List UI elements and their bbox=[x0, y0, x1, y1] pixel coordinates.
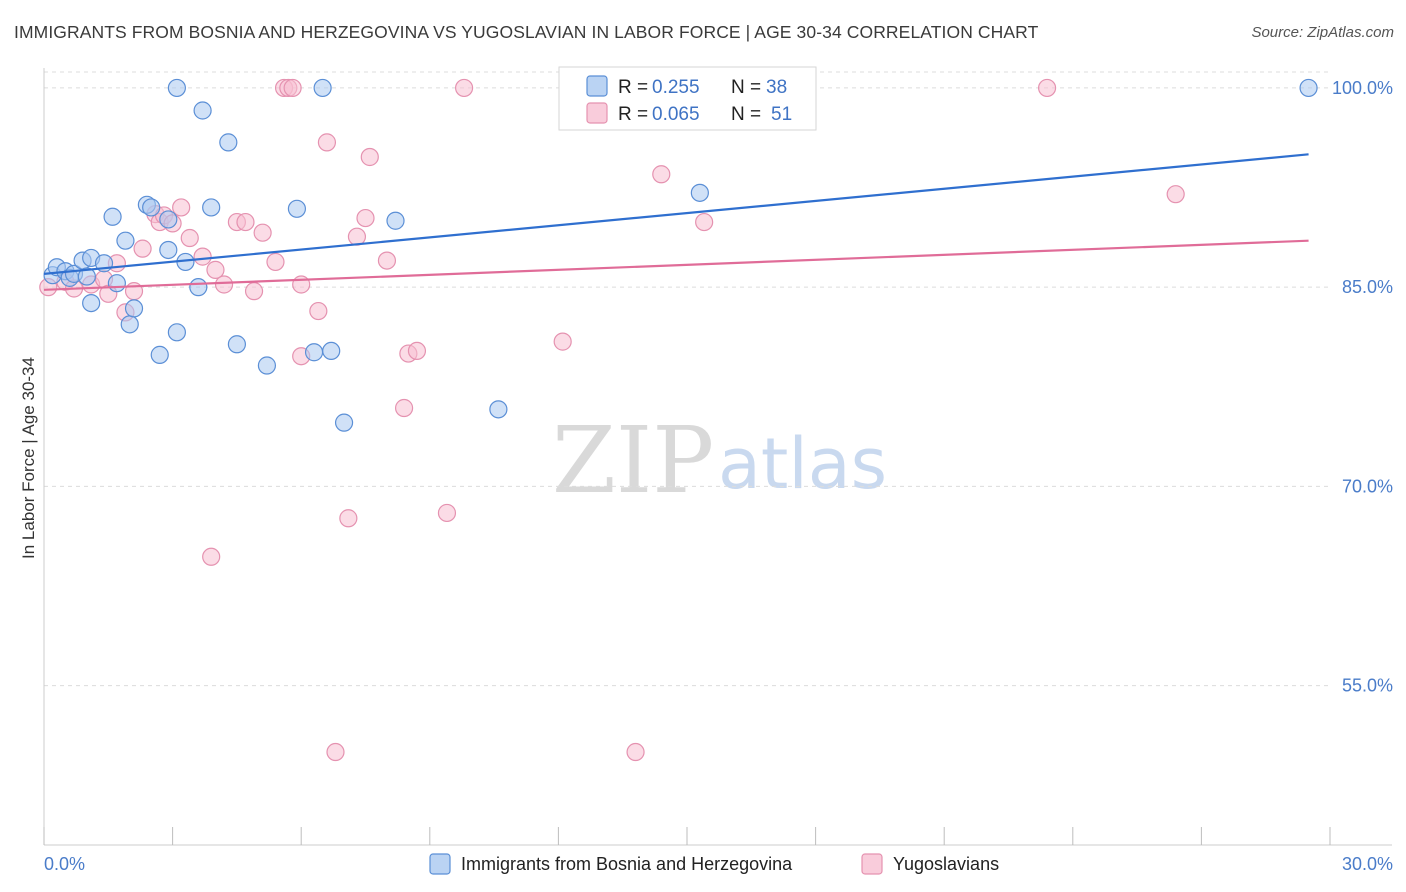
point-bosnia bbox=[287, 199, 307, 218]
point-yugoslavian bbox=[266, 252, 285, 272]
point-yugoslavian bbox=[626, 742, 645, 762]
point-yugoslavian bbox=[1037, 78, 1057, 98]
y-tick-labels: 55.0% 70.0% 85.0% 100.0% bbox=[1332, 78, 1393, 696]
legend-n-label-pink: N = bbox=[731, 104, 761, 125]
point-bosnia bbox=[77, 267, 96, 286]
point-bosnia bbox=[219, 133, 238, 152]
point-bosnia bbox=[120, 315, 139, 334]
point-bosnia bbox=[202, 198, 221, 217]
point-bosnia bbox=[103, 207, 122, 226]
point-bosnia bbox=[167, 78, 186, 98]
point-bosnia bbox=[257, 356, 277, 375]
point-bosnia bbox=[167, 323, 186, 342]
grid-lines bbox=[44, 71, 1330, 687]
legend-n-value-blue: 38 bbox=[766, 77, 787, 98]
point-bosnia bbox=[489, 400, 508, 419]
point-yugoslavian bbox=[454, 78, 474, 98]
legend-r-label-blue: R = bbox=[618, 77, 648, 98]
legend-r-value-blue: 0.255 bbox=[652, 77, 700, 98]
point-yugoslavian bbox=[394, 398, 414, 418]
source-credit: Source: ZipAtlas.com bbox=[1251, 24, 1394, 41]
point-yugoslavian bbox=[309, 301, 328, 321]
y-tick-label: 55.0% bbox=[1342, 676, 1393, 696]
y-axis-label: In Labor Force | Age 30-34 bbox=[19, 357, 38, 559]
point-yugoslavian bbox=[1166, 185, 1185, 204]
point-bosnia bbox=[189, 278, 208, 297]
point-yugoslavian bbox=[317, 133, 337, 152]
x-tick-label: 30.0% bbox=[1342, 854, 1393, 874]
legend-swatch-blue bbox=[586, 75, 608, 97]
point-bosnia bbox=[193, 101, 212, 120]
legend-r-value-pink: 0.065 bbox=[652, 104, 700, 125]
point-bosnia bbox=[150, 345, 169, 364]
watermark-zip: ZIP bbox=[552, 407, 714, 514]
point-bosnia bbox=[386, 211, 405, 230]
point-yugoslavian bbox=[326, 742, 345, 762]
point-bosnia bbox=[227, 335, 246, 354]
x-tick-label: 0.0% bbox=[44, 854, 85, 874]
point-yugoslavian bbox=[553, 332, 572, 351]
point-yugoslavian bbox=[356, 208, 375, 228]
y-tick-label: 85.0% bbox=[1342, 277, 1393, 297]
point-bosnia bbox=[159, 240, 178, 260]
series-legend-label-blue: Immigrants from Bosnia and Herzegovina bbox=[461, 854, 793, 874]
x-tick-labels: 0.0% 30.0% bbox=[44, 854, 1393, 874]
point-bosnia bbox=[142, 198, 161, 217]
chart-title: IMMIGRANTS FROM BOSNIA AND HERZEGOVINA V… bbox=[14, 22, 1039, 42]
trend-lines bbox=[43, 153, 1309, 291]
point-yugoslavian bbox=[133, 239, 152, 258]
point-bosnia bbox=[322, 341, 341, 361]
point-yugoslavian bbox=[283, 78, 302, 98]
y-tick-label: 100.0% bbox=[1332, 78, 1393, 98]
point-yugoslavian bbox=[172, 198, 191, 217]
point-yugoslavian bbox=[377, 251, 397, 270]
legend-r-label-pink: R = bbox=[618, 104, 648, 125]
point-yugoslavian bbox=[253, 223, 272, 242]
point-yugoslavian bbox=[695, 212, 714, 232]
point-yugoslavian bbox=[360, 147, 379, 167]
trend-line-yugoslavian bbox=[43, 239, 1309, 291]
point-bosnia bbox=[313, 78, 332, 98]
point-bosnia bbox=[690, 183, 709, 202]
point-bosnia bbox=[1299, 78, 1318, 98]
point-bosnia bbox=[107, 274, 126, 293]
point-bosnia bbox=[304, 343, 324, 362]
point-yugoslavian bbox=[236, 212, 255, 232]
point-yugoslavian bbox=[202, 547, 221, 566]
series-legend-label-pink: Yugoslavians bbox=[893, 854, 999, 874]
point-bosnia bbox=[82, 293, 101, 313]
point-bosnia bbox=[124, 299, 144, 318]
point-yugoslavian bbox=[339, 509, 358, 528]
axes bbox=[43, 68, 1392, 846]
point-yugoslavian bbox=[407, 341, 427, 361]
point-bosnia bbox=[116, 231, 135, 250]
series-legend-swatch-blue bbox=[429, 853, 451, 875]
point-yugoslavian bbox=[652, 165, 671, 184]
legend-swatch-pink bbox=[586, 102, 608, 124]
series-legend-swatch-pink bbox=[861, 853, 883, 875]
legend-n-value-pink: 51 bbox=[771, 104, 792, 125]
point-yugoslavian bbox=[437, 503, 457, 523]
y-tick-label: 70.0% bbox=[1342, 476, 1393, 496]
point-yugoslavian bbox=[244, 282, 264, 301]
point-yugoslavian bbox=[206, 260, 225, 279]
correlation-legend: R = 0.255 N = 38 R = 0.065 N = 51 bbox=[558, 66, 817, 131]
point-bosnia bbox=[334, 413, 354, 432]
watermark-atlas: atlas bbox=[718, 423, 887, 505]
point-yugoslavian bbox=[214, 275, 234, 294]
trend-line-bosnia bbox=[43, 153, 1309, 275]
point-bosnia bbox=[159, 210, 178, 229]
point-yugoslavian bbox=[193, 247, 212, 266]
series-legend: Immigrants from Bosnia and Herzegovina Y… bbox=[429, 853, 999, 875]
legend-n-label-blue: N = bbox=[731, 77, 761, 98]
point-yugoslavian bbox=[180, 228, 199, 248]
